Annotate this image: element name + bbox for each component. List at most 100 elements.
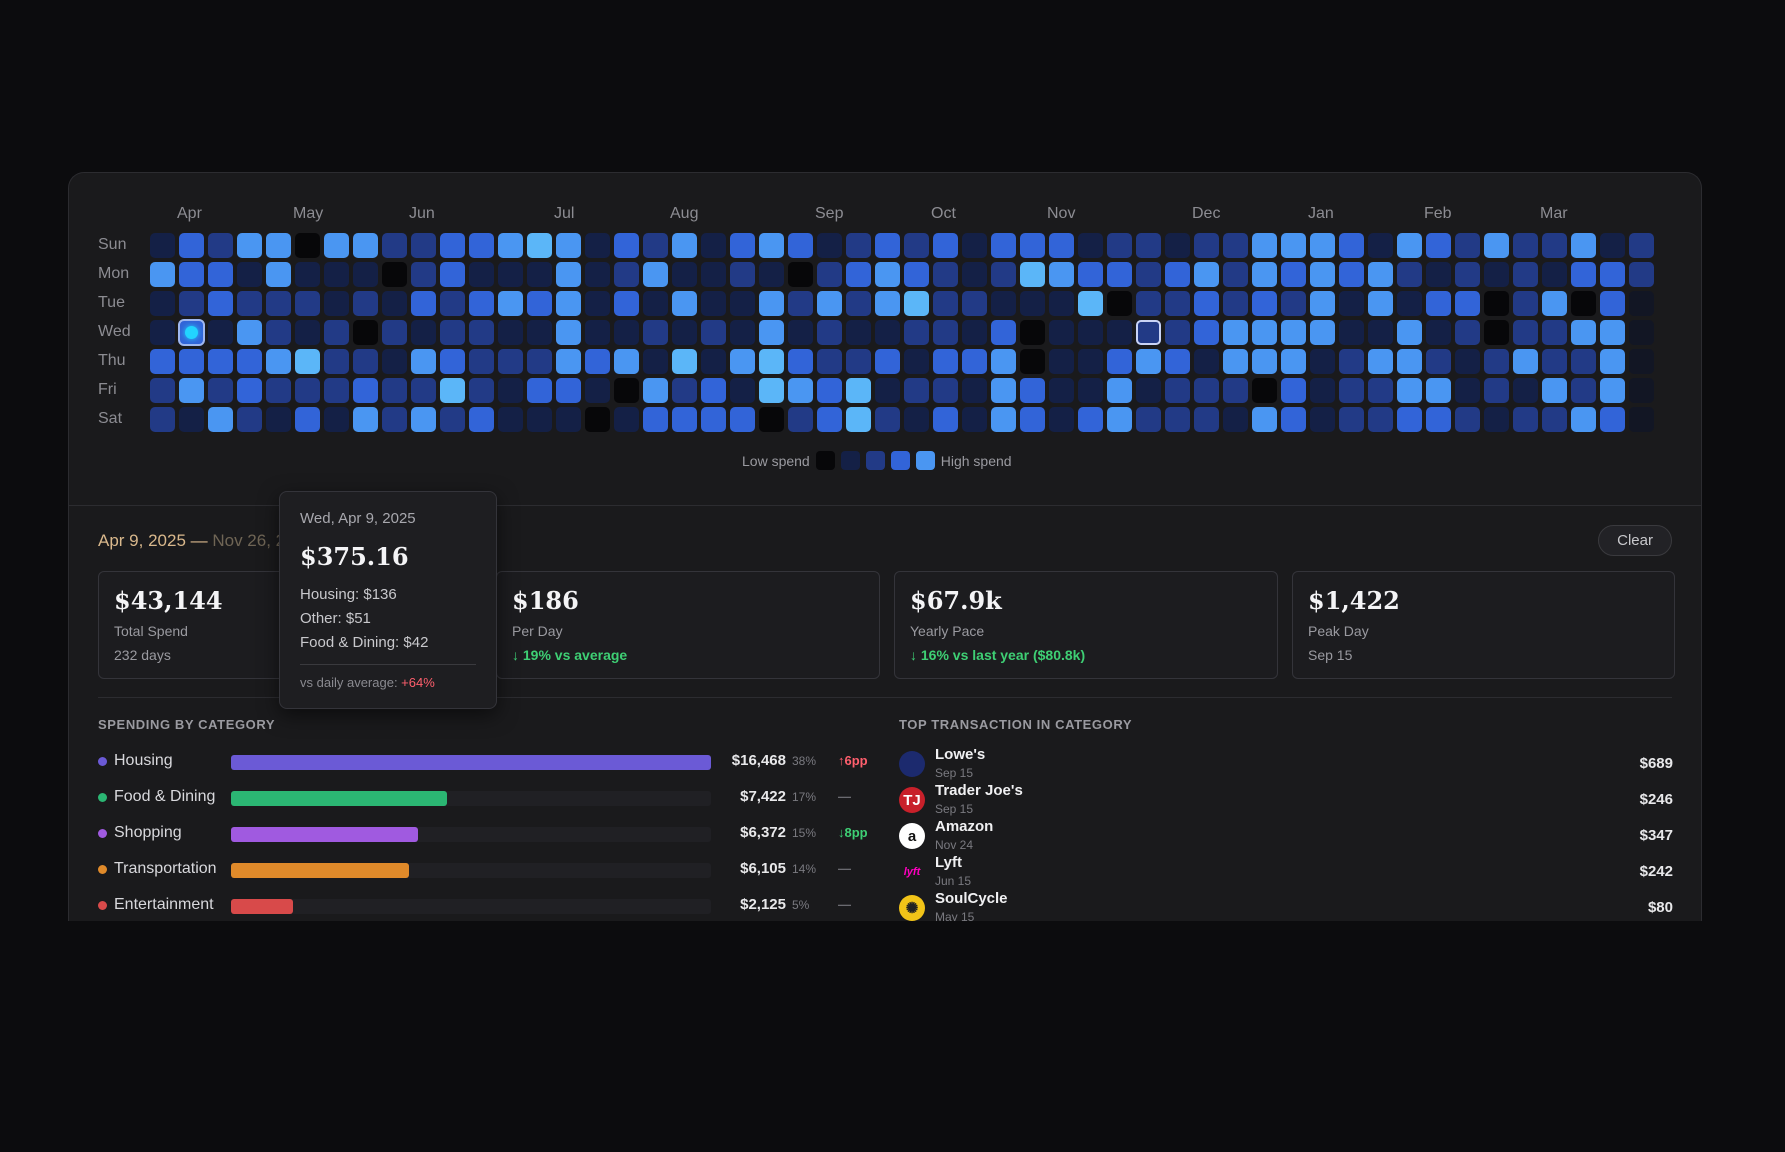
heatmap-cell[interactable] (440, 349, 465, 374)
heatmap-cell[interactable] (1629, 291, 1654, 316)
heatmap-cell[interactable] (1107, 233, 1132, 258)
heatmap-cell[interactable] (1078, 233, 1103, 258)
heatmap-cell[interactable] (1136, 378, 1161, 403)
heatmap-cell[interactable] (1136, 291, 1161, 316)
heatmap-cell[interactable] (1426, 233, 1451, 258)
heatmap-cell[interactable] (1629, 262, 1654, 287)
heatmap-cell[interactable] (1542, 378, 1567, 403)
heatmap-cell[interactable] (788, 291, 813, 316)
heatmap-cell[interactable] (498, 349, 523, 374)
heatmap-cell[interactable] (759, 349, 784, 374)
heatmap-cell[interactable] (150, 233, 175, 258)
heatmap-cell[interactable] (933, 262, 958, 287)
heatmap-cell[interactable] (1571, 378, 1596, 403)
heatmap-cell[interactable] (527, 262, 552, 287)
heatmap-cell[interactable] (1600, 407, 1625, 432)
heatmap-cell[interactable] (846, 378, 871, 403)
heatmap-cell[interactable] (1513, 262, 1538, 287)
heatmap-cell[interactable] (237, 291, 262, 316)
heatmap-cell[interactable] (237, 349, 262, 374)
heatmap-cell[interactable] (991, 233, 1016, 258)
heatmap-cell[interactable] (1020, 233, 1045, 258)
heatmap-cell[interactable] (875, 291, 900, 316)
heatmap-cell[interactable] (1455, 378, 1480, 403)
heatmap-cell[interactable] (440, 407, 465, 432)
heatmap-cell[interactable] (411, 320, 436, 345)
heatmap-cell[interactable] (353, 378, 378, 403)
heatmap-cell[interactable] (991, 291, 1016, 316)
heatmap-cell[interactable] (1339, 349, 1364, 374)
heatmap-cell[interactable] (1252, 349, 1277, 374)
heatmap-cell[interactable] (904, 320, 929, 345)
heatmap-cell[interactable] (817, 262, 842, 287)
heatmap-cell[interactable] (1455, 291, 1480, 316)
heatmap-cell[interactable] (1513, 407, 1538, 432)
heatmap-cell[interactable] (353, 291, 378, 316)
heatmap-cell[interactable] (1629, 349, 1654, 374)
heatmap-cell[interactable] (324, 378, 349, 403)
heatmap-cell[interactable] (730, 233, 755, 258)
heatmap-cell[interactable] (614, 407, 639, 432)
heatmap-cell[interactable] (1513, 320, 1538, 345)
heatmap-cell[interactable] (1397, 378, 1422, 403)
heatmap-cell[interactable] (179, 262, 204, 287)
heatmap-cell[interactable] (150, 320, 175, 345)
heatmap-cell[interactable] (846, 262, 871, 287)
heatmap-cell[interactable] (933, 378, 958, 403)
heatmap-cell[interactable] (353, 349, 378, 374)
heatmap-cell[interactable] (1165, 320, 1190, 345)
heatmap-cell[interactable] (1078, 320, 1103, 345)
heatmap-cell[interactable] (469, 320, 494, 345)
heatmap-cell[interactable] (1310, 291, 1335, 316)
heatmap-cell[interactable] (672, 378, 697, 403)
heatmap-cell[interactable] (730, 378, 755, 403)
heatmap-cell[interactable] (266, 378, 291, 403)
heatmap-cell[interactable] (1455, 407, 1480, 432)
heatmap-cell[interactable] (208, 407, 233, 432)
heatmap-cell[interactable] (556, 378, 581, 403)
heatmap-cell[interactable] (1455, 233, 1480, 258)
heatmap-cell[interactable] (788, 378, 813, 403)
heatmap-cell[interactable] (1397, 349, 1422, 374)
heatmap-cell[interactable] (1484, 378, 1509, 403)
heatmap-cell[interactable] (295, 262, 320, 287)
heatmap-cell[interactable] (1078, 378, 1103, 403)
heatmap-cell[interactable] (1484, 320, 1509, 345)
heatmap-cell[interactable] (1629, 378, 1654, 403)
heatmap-cell[interactable] (237, 407, 262, 432)
heatmap-cell[interactable] (904, 262, 929, 287)
heatmap-cell[interactable] (1020, 291, 1045, 316)
heatmap-cell[interactable] (150, 407, 175, 432)
heatmap-cell[interactable] (1020, 378, 1045, 403)
heatmap-cell[interactable] (962, 349, 987, 374)
transaction-row[interactable]: a Amazon Nov 24 $347 (899, 818, 1673, 857)
heatmap-cell[interactable] (1049, 407, 1074, 432)
heatmap-cell[interactable] (759, 378, 784, 403)
heatmap-cell[interactable] (1310, 378, 1335, 403)
heatmap-cell[interactable] (469, 291, 494, 316)
heatmap-cell[interactable] (1571, 349, 1596, 374)
clear-button[interactable]: Clear (1598, 525, 1672, 556)
heatmap-cell[interactable] (266, 233, 291, 258)
heatmap-cell[interactable] (1252, 233, 1277, 258)
heatmap-cell[interactable] (440, 378, 465, 403)
heatmap-cell[interactable] (1368, 291, 1393, 316)
heatmap-cell[interactable] (295, 291, 320, 316)
heatmap-cell[interactable] (875, 262, 900, 287)
heatmap-cell[interactable] (846, 320, 871, 345)
heatmap-cell[interactable] (585, 262, 610, 287)
heatmap-cell[interactable] (1194, 320, 1219, 345)
heatmap-cell[interactable] (1397, 407, 1422, 432)
heatmap-cell[interactable] (208, 349, 233, 374)
heatmap-cell[interactable] (179, 233, 204, 258)
heatmap-cell[interactable] (1136, 233, 1161, 258)
heatmap-cell[interactable] (1600, 262, 1625, 287)
heatmap-cell[interactable] (730, 320, 755, 345)
heatmap-cell[interactable] (1310, 320, 1335, 345)
heatmap-cell[interactable] (1600, 320, 1625, 345)
heatmap-cell[interactable] (498, 233, 523, 258)
heatmap-cell[interactable] (266, 262, 291, 287)
heatmap-cell[interactable] (933, 291, 958, 316)
heatmap-cell[interactable] (1223, 233, 1248, 258)
heatmap-cell[interactable] (556, 262, 581, 287)
